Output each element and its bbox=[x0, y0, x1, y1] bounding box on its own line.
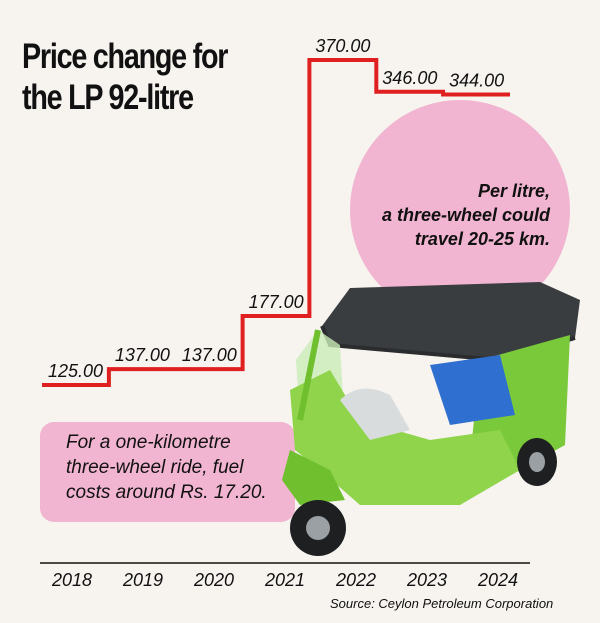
callout-bottom-line-3: costs around Rs. 17.20. bbox=[66, 482, 267, 503]
value-labels: 125.00 137.00 137.00 177.00 370.00 346.00 344.… bbox=[48, 36, 504, 381]
year-label-2022: 2022 bbox=[335, 570, 376, 590]
year-label-2018: 2018 bbox=[51, 570, 92, 590]
value-label-2019: 137.00 bbox=[115, 345, 170, 365]
chart-title-line-2: the LP 92-litre bbox=[22, 78, 194, 117]
tuktuk-pillar bbox=[297, 329, 321, 421]
year-label-2024: 2024 bbox=[477, 570, 518, 590]
step-line-group bbox=[42, 58, 510, 387]
callout-bottom-line-2: three-wheel ride, fuel bbox=[66, 457, 244, 478]
callout-bottom-box bbox=[40, 422, 295, 522]
callout-top-line-2: a three-wheel could bbox=[381, 205, 550, 225]
value-label-2024: 344.00 bbox=[449, 71, 504, 91]
tuktuk-roof bbox=[322, 282, 580, 360]
value-label-2020: 137.00 bbox=[182, 345, 237, 365]
tuktuk-front-fender bbox=[282, 450, 345, 505]
tuktuk-front-hub bbox=[306, 516, 330, 540]
callout-top-text: Per litre, a three-wheel could travel 20… bbox=[362, 179, 550, 251]
value-label-2018: 125.00 bbox=[48, 361, 103, 381]
callout-bottom-line-1: For a one-kilometre bbox=[66, 432, 231, 453]
year-label-2020: 2020 bbox=[193, 570, 234, 590]
year-label-2023: 2023 bbox=[406, 570, 447, 590]
price-step-line bbox=[42, 58, 510, 387]
chart-title-line-1: Price change for bbox=[22, 37, 228, 76]
value-label-2021: 177.00 bbox=[249, 292, 304, 312]
year-label-2019: 2019 bbox=[122, 570, 163, 590]
year-label-2021: 2021 bbox=[264, 570, 305, 590]
value-label-2022: 370.00 bbox=[315, 36, 370, 56]
callout-top-line-1: Per litre, bbox=[477, 181, 550, 201]
tuktuk-driver bbox=[340, 388, 410, 440]
callout-circle bbox=[350, 100, 570, 320]
source-note: Source: Ceylon Petroleum Corporation bbox=[330, 596, 554, 611]
callout-bottom-text: For a one-kilometre three-wheel ride, fu… bbox=[66, 430, 296, 505]
year-labels: 2018 2019 2020 2021 2022 2023 2024 bbox=[51, 570, 518, 590]
chart-title: Price change for the LP 92-litre bbox=[22, 36, 268, 118]
callout-top-line-3: travel 20-25 km. bbox=[414, 229, 550, 249]
tuktuk-rear-hub bbox=[529, 452, 545, 472]
value-label-2023: 346.00 bbox=[382, 68, 437, 88]
tuktuk-seat bbox=[430, 355, 515, 425]
